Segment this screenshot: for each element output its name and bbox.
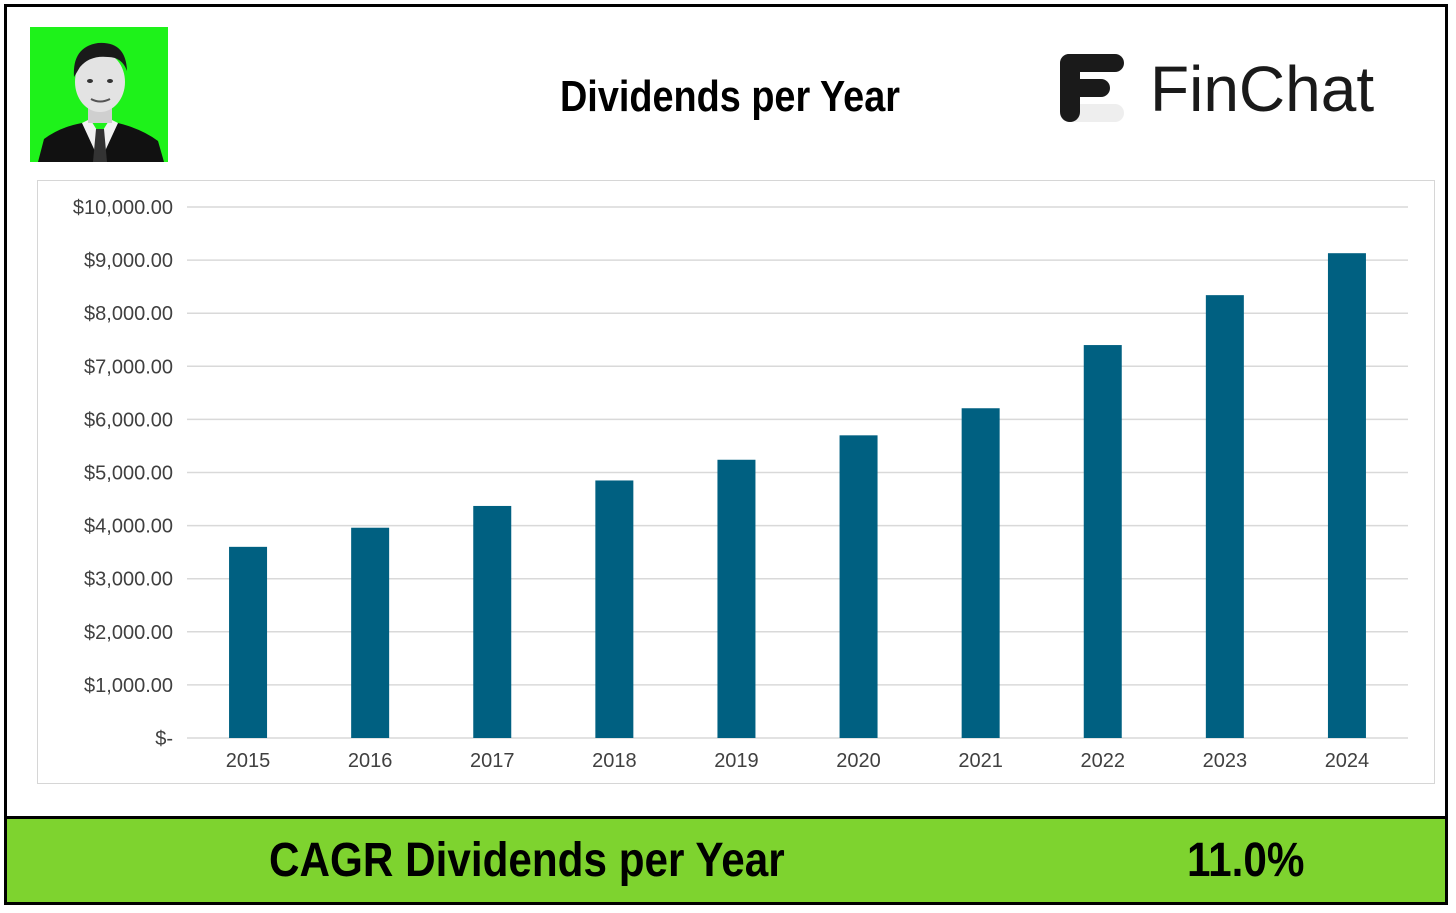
y-tick-label: $2,000.00	[84, 622, 173, 644]
finchat-logo-icon	[1060, 54, 1124, 122]
bar-2020	[839, 435, 878, 738]
y-tick-label: $-	[155, 728, 173, 750]
cagr-banner: CAGR Dividends per Year 11.0%	[4, 816, 1448, 905]
y-tick-label: $7,000.00	[84, 356, 173, 378]
chart-title: Dividends per Year	[559, 72, 901, 121]
x-tick-label: 2021	[958, 750, 1003, 772]
y-tick-label: $1,000.00	[84, 675, 173, 697]
bar-2017	[473, 505, 512, 738]
y-tick-label: $4,000.00	[84, 516, 173, 538]
x-tick-label: 2018	[592, 750, 637, 772]
author-avatar	[30, 27, 168, 162]
brand-name: FinChat	[1150, 53, 1375, 125]
y-tick-label: $6,000.00	[84, 409, 173, 431]
author-portrait-icon	[30, 27, 168, 162]
bar-2016	[351, 527, 390, 738]
bar-2019	[717, 459, 756, 738]
x-tick-label: 2015	[226, 750, 270, 772]
cagr-label: CAGR Dividends per Year	[269, 834, 785, 887]
x-tick-label: 2022	[1081, 750, 1126, 772]
bar-2018	[595, 480, 634, 738]
bar-2021	[961, 408, 1000, 738]
y-tick-label: $3,000.00	[84, 569, 173, 591]
x-tick-label: 2024	[1325, 750, 1370, 772]
x-tick-label: 2019	[714, 750, 759, 772]
finchat-logo: FinChat	[1058, 52, 1388, 130]
y-tick-label: $5,000.00	[84, 463, 173, 485]
bar-2022	[1083, 345, 1122, 738]
x-tick-label: 2020	[836, 750, 881, 772]
x-tick-label: 2017	[470, 750, 515, 772]
cagr-value: 11.0%	[1187, 834, 1305, 887]
x-tick-label: 2023	[1203, 750, 1248, 772]
chart-area: $- $1,000.00 $2,000.00 $3,000.00 $4,000.00 $5…	[37, 180, 1435, 784]
bar-2024	[1327, 253, 1366, 738]
y-tick-label: $10,000.00	[73, 197, 173, 219]
y-tick-label: $9,000.00	[84, 250, 173, 272]
bar-2023	[1205, 295, 1244, 738]
y-tick-label: $8,000.00	[84, 303, 173, 325]
x-tick-label: 2016	[348, 750, 393, 772]
bar-chart: $- $1,000.00 $2,000.00 $3,000.00 $4,000.00 $5…	[73, 197, 1408, 772]
bar-2015	[229, 546, 268, 738]
